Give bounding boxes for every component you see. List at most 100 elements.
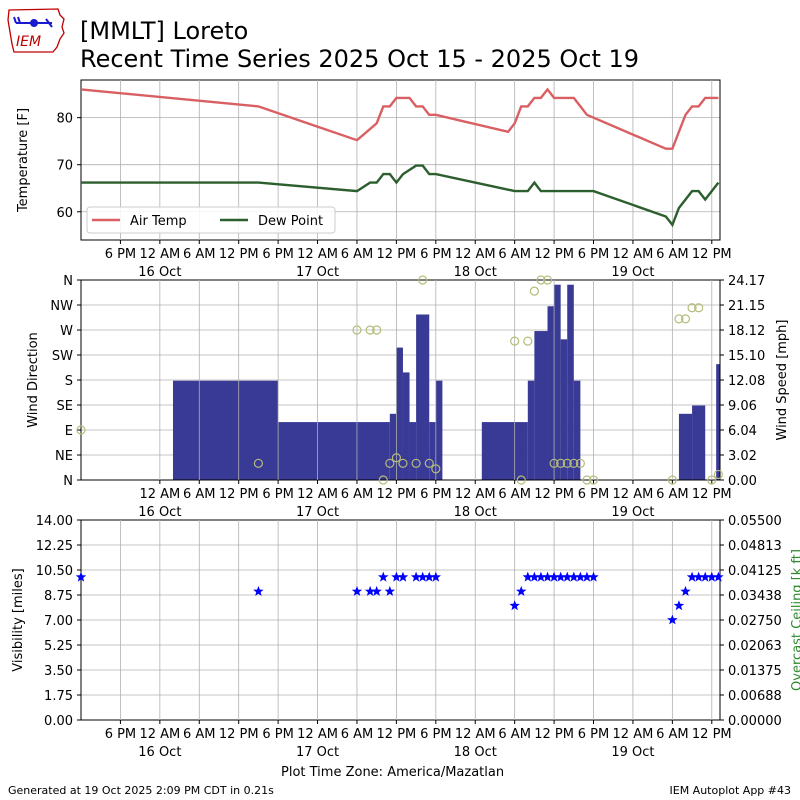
state-outline	[7, 8, 65, 53]
x-date-label: 18 Oct	[454, 505, 497, 520]
visibility-tick-label: 0.00	[44, 714, 73, 729]
time-range-title: Recent Time Series 2025 Oct 15 - 2025 Oc…	[80, 45, 640, 73]
wind-direction-point	[529, 286, 539, 296]
x-tick-label: 12 AM	[455, 487, 496, 502]
app-label: IEM Autoplot App #43	[669, 784, 792, 797]
wind-direction-point	[398, 458, 408, 468]
panel-3-frame	[80, 519, 721, 721]
x-tick-label: 12 PM	[692, 487, 732, 502]
wind-direction-point	[253, 458, 264, 468]
wind-speed-bar	[172, 380, 279, 480]
x-tick-label: 6 PM	[578, 247, 609, 262]
x-tick-label: 12 PM	[692, 727, 732, 742]
wind-direction-point	[582, 475, 592, 485]
x-tick-label: 6 PM	[578, 727, 609, 742]
speed-tick-label: 18.12	[728, 324, 765, 339]
x-tick-label: 6 AM	[341, 487, 374, 502]
wind-direction-point	[536, 275, 546, 285]
visibility-point	[548, 571, 560, 582]
x-tick-label: 6 AM	[656, 727, 689, 742]
x-tick-label: 12 AM	[139, 727, 180, 742]
visibility-point	[535, 571, 547, 582]
x-tick-label: 12 PM	[377, 487, 417, 502]
x-date-label: 16 Oct	[138, 745, 181, 760]
x-tick-label: 12 PM	[377, 247, 417, 262]
visibility-point	[529, 571, 540, 582]
ceiling-tick-label: 0.00688	[728, 689, 782, 704]
generated-note: Generated at 19 Oct 2025 2:09 PM CDT in …	[8, 784, 274, 797]
visibility-axis-label: Visibility [miles]	[11, 568, 26, 671]
x-tick-label: 6 PM	[420, 247, 451, 262]
visibility-tick-label: 5.25	[44, 639, 73, 654]
station-plot-symbol	[13, 16, 53, 28]
visibility-point	[588, 571, 599, 582]
x-tick-label: 12 PM	[219, 247, 259, 262]
visibility-point	[568, 571, 579, 582]
series-line-dew-point	[81, 164, 720, 228]
direction-tick-label: N	[63, 474, 73, 489]
wind-speed-bar	[547, 306, 555, 480]
x-tick-label: 12 AM	[297, 727, 338, 742]
visibility-point	[680, 585, 691, 596]
wind-speed-bar	[527, 380, 535, 480]
speed-tick-label: 12.08	[728, 374, 765, 389]
visibility-point	[430, 571, 441, 582]
visibility-point	[417, 571, 428, 582]
direction-tick-label: N	[63, 274, 73, 289]
visibility-point	[542, 571, 553, 582]
wind-direction-point	[418, 275, 428, 285]
ceiling-tick-label: 0.00000	[728, 714, 782, 729]
visibility-point	[673, 600, 685, 611]
wind-direction-point	[569, 458, 579, 468]
x-date-label: 16 Oct	[138, 505, 181, 520]
ceiling-tick-label: 0.04125	[728, 564, 782, 579]
x-tick-label: 12 PM	[692, 247, 732, 262]
visibility-point	[575, 571, 586, 582]
wind-speed-bar	[716, 364, 720, 480]
wind-speed-bar	[554, 284, 561, 480]
wind-speed-bar	[534, 331, 548, 480]
visibility-point	[667, 614, 678, 625]
wind-speed-bar	[567, 284, 574, 480]
x-tick-label: 12 AM	[613, 727, 654, 742]
y-tick-label: 60	[56, 206, 73, 221]
visibility-point	[371, 585, 382, 596]
visibility-tick-label: 8.75	[44, 589, 73, 604]
wind-speed-axis-label: Wind Speed [mph]	[775, 320, 790, 441]
x-tick-label: 12 AM	[139, 247, 180, 262]
visibility-point	[424, 571, 435, 582]
wind-direction-point	[687, 303, 697, 313]
series-line-air-temp	[80, 87, 719, 150]
wind-direction-point	[424, 458, 434, 468]
wind-direction-point	[352, 325, 362, 335]
x-tick-label: 12 PM	[534, 247, 574, 262]
x-tick-label: 12 PM	[377, 727, 417, 742]
logo-text: IEM	[16, 34, 41, 50]
speed-tick-label: 24.17	[728, 274, 765, 289]
x-tick-label: 12 AM	[455, 727, 496, 742]
wind-speed-bar	[435, 380, 443, 480]
wind-direction-point	[556, 458, 566, 468]
speed-tick-label: 6.04	[728, 424, 757, 439]
wind-speed-bar	[389, 413, 397, 480]
visibility-tick-label: 14.00	[36, 514, 73, 529]
visibility-point	[397, 571, 409, 582]
visibility-point	[384, 585, 396, 596]
wind-speed-bar	[560, 339, 568, 480]
ceiling-tick-label: 0.04813	[728, 539, 782, 554]
x-tick-label: 6 PM	[262, 487, 293, 502]
legend-label-dew-point: Dew Point	[258, 214, 323, 229]
wind-direction-axis-label: Wind Direction	[26, 332, 41, 428]
panel-2-frame	[80, 279, 721, 481]
wind-direction-point	[391, 453, 401, 463]
visibility-tick-label: 1.75	[44, 689, 73, 704]
x-tick-label: 12 AM	[297, 247, 338, 262]
x-tick-label: 12 AM	[139, 487, 180, 502]
ceiling-tick-label: 0.02063	[728, 639, 782, 654]
wind-direction-point	[378, 475, 388, 485]
wind-direction-point	[372, 325, 382, 335]
direction-tick-label: SW	[52, 349, 73, 364]
wind-direction-point	[365, 325, 375, 335]
speed-tick-label: 21.15	[728, 299, 765, 314]
